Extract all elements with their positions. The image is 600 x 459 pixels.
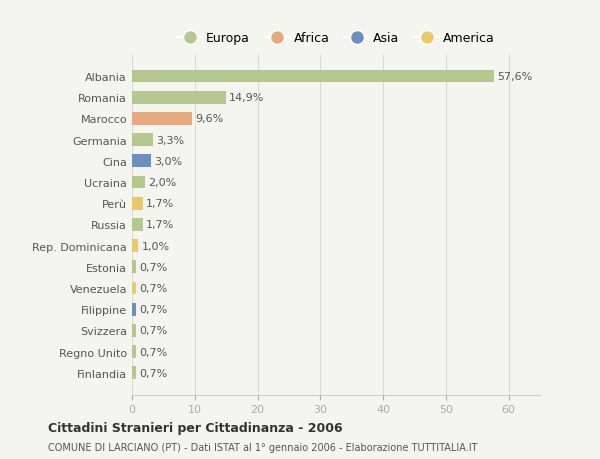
Text: Cittadini Stranieri per Cittadinanza - 2006: Cittadini Stranieri per Cittadinanza - 2… bbox=[48, 421, 343, 435]
Bar bbox=[132, 346, 136, 358]
Bar bbox=[132, 282, 136, 295]
Bar bbox=[132, 176, 145, 189]
Text: 9,6%: 9,6% bbox=[196, 114, 224, 124]
Bar bbox=[132, 303, 136, 316]
Text: 3,3%: 3,3% bbox=[156, 135, 184, 146]
Legend: Europa, Africa, Asia, America: Europa, Africa, Asia, America bbox=[172, 28, 500, 50]
Text: 0,7%: 0,7% bbox=[140, 326, 168, 336]
Text: 3,0%: 3,0% bbox=[154, 157, 182, 167]
Bar bbox=[132, 155, 151, 168]
Bar bbox=[132, 113, 192, 125]
Text: 1,7%: 1,7% bbox=[146, 199, 174, 209]
Text: 0,7%: 0,7% bbox=[140, 304, 168, 314]
Text: 1,7%: 1,7% bbox=[146, 220, 174, 230]
Text: COMUNE DI LARCIANO (PT) - Dati ISTAT al 1° gennaio 2006 - Elaborazione TUTTITALI: COMUNE DI LARCIANO (PT) - Dati ISTAT al … bbox=[48, 442, 478, 452]
Text: 0,7%: 0,7% bbox=[140, 368, 168, 378]
Bar bbox=[132, 261, 136, 274]
Bar bbox=[132, 71, 494, 83]
Bar bbox=[132, 240, 138, 252]
Bar bbox=[132, 218, 143, 231]
Text: 0,7%: 0,7% bbox=[140, 347, 168, 357]
Bar bbox=[132, 367, 136, 379]
Text: 0,7%: 0,7% bbox=[140, 262, 168, 272]
Text: 1,0%: 1,0% bbox=[142, 241, 170, 251]
Bar bbox=[132, 92, 226, 104]
Text: 57,6%: 57,6% bbox=[497, 72, 532, 82]
Text: 0,7%: 0,7% bbox=[140, 283, 168, 293]
Bar bbox=[132, 134, 153, 147]
Bar bbox=[132, 197, 143, 210]
Bar bbox=[132, 325, 136, 337]
Text: 14,9%: 14,9% bbox=[229, 93, 264, 103]
Text: 2,0%: 2,0% bbox=[148, 178, 176, 188]
